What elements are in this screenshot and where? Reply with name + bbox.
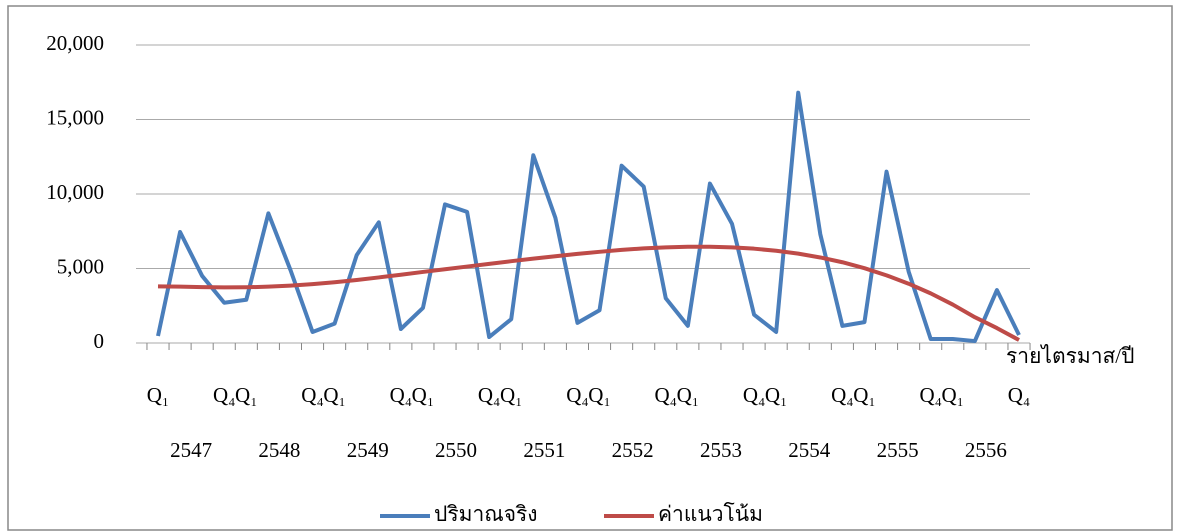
y-tick-label: 20,000 [46,31,104,55]
x-tick-label: Q₁ [235,383,258,407]
x-tick-label: Q₁ [588,383,611,407]
x-tick-label: Q₄ [655,383,678,407]
x-tick-label: Q₄ [831,383,854,407]
x-tick-label: Q₄ [743,383,766,407]
x-tick-label: Q₄ [390,383,413,407]
x-tick-label: Q₁ [323,383,346,407]
x-group-label: 2556 [965,438,1007,462]
series-line [156,90,1021,344]
x-tick-label: Q₁ [677,383,700,407]
x-group-label: 2552 [612,438,654,462]
x-tick-label: Q₄ [1008,383,1031,407]
x-group-label: 2551 [523,438,565,462]
y-tick-label: 5,000 [57,254,104,278]
x-group-label: 2547 [170,438,212,462]
x-tick-label: Q₄ [566,383,589,407]
y-tick-label: 0 [94,329,105,353]
chart-border [7,5,1173,531]
x-tick-label: Q₁ [500,383,523,407]
x-tick-label: Q₄ [919,383,942,407]
x-tick-label: Q₁ [853,383,876,407]
x-group-label: 2553 [700,438,742,462]
x-tick-label: Q₄ [301,383,324,407]
x-tick-label: Q₁ [147,383,170,407]
x-tick-label: Q₄ [478,383,501,407]
x-group-label: 2554 [788,438,831,462]
x-axis-title: รายไตรมาส/ปี [1006,344,1134,368]
x-tick-label: Q₁ [765,383,788,407]
x-tick-label: Q₄ [213,383,236,407]
x-group-label: 2549 [347,438,389,462]
x-group-label: 2550 [435,438,477,462]
legend-label: ปริมาณจริง [434,502,538,526]
x-group-label: 2555 [877,438,919,462]
y-tick-label: 10,000 [46,180,104,204]
x-tick-label: Q₁ [942,383,965,407]
legend-label: ค่าแนวโน้ม [658,502,763,526]
series-line [157,244,1020,342]
x-group-label: 2548 [258,438,300,462]
y-tick-label: 15,000 [46,105,104,129]
x-tick-label: Q₁ [412,383,435,407]
